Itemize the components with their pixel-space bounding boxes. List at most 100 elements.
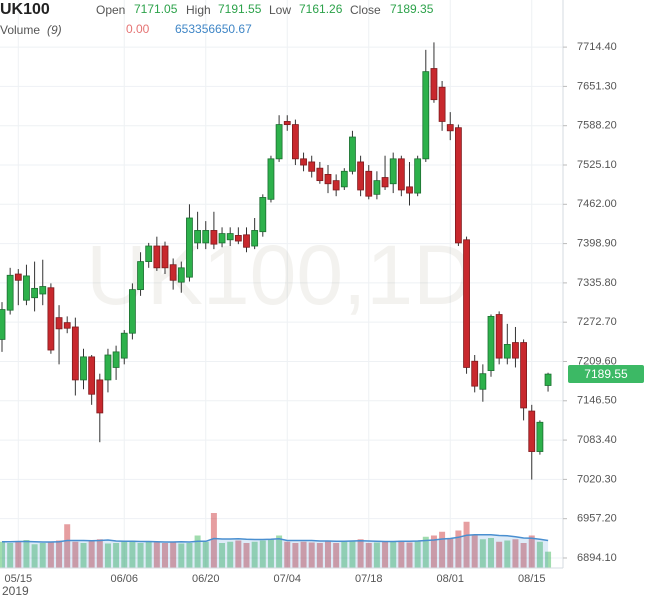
ohlc-value: 7189.35 (390, 2, 434, 16)
ohlc-value: 7171.05 (134, 2, 178, 16)
volume-bar (113, 543, 120, 568)
candle-body (80, 356, 87, 381)
volume-bar (545, 551, 552, 568)
candle-body (349, 136, 356, 172)
candle-body (137, 261, 144, 291)
candle-body (300, 158, 307, 166)
y-tick-label: 7335.80 (577, 277, 617, 289)
candle-body (259, 197, 267, 233)
volume-bar (471, 535, 478, 568)
candle-body (23, 275, 30, 301)
volume-bar (398, 540, 405, 568)
volume-bar (194, 535, 201, 568)
ohlc-value: 7191.55 (218, 2, 262, 16)
volume-bar (170, 541, 177, 568)
volume-bar (96, 539, 103, 568)
volume-value: 653356650.67 (175, 22, 252, 36)
volume-bar (23, 540, 30, 568)
candle-body (365, 170, 373, 197)
volume-bar (80, 543, 87, 568)
candle-body (544, 373, 552, 386)
candle-body (202, 230, 210, 244)
volume-bar (7, 543, 14, 568)
candle-body (503, 344, 511, 359)
volume-bar (162, 543, 168, 568)
volume-bar (463, 521, 470, 568)
volume-bar (382, 541, 389, 568)
candle-body (63, 322, 71, 329)
volume-bar (430, 535, 437, 568)
candle-body (340, 170, 348, 188)
x-tick-label: 08/01 (436, 573, 464, 585)
y-tick-label: 7651.30 (577, 80, 617, 92)
volume-bar (284, 541, 291, 568)
volume-bar (202, 541, 209, 568)
candle-body (381, 177, 389, 188)
x-tick-label: 08/15 (518, 573, 546, 585)
candle-body (308, 161, 316, 172)
volume-bar (512, 539, 519, 568)
volume-bar (365, 543, 372, 568)
volume-label: Volume (0, 23, 40, 37)
volume-bar (341, 541, 348, 568)
volume-bar (153, 542, 160, 568)
volume-bar (447, 538, 454, 568)
volume-bar (300, 541, 307, 568)
volume-bar (422, 536, 429, 568)
candle-body (512, 342, 519, 359)
candle-body (406, 186, 413, 194)
candle-body (39, 286, 47, 295)
candle-body (71, 326, 79, 381)
volume-bar (333, 543, 340, 568)
candle-body (243, 234, 250, 248)
volume-bar (227, 541, 234, 568)
candle-body (373, 180, 381, 195)
candle-body (283, 121, 291, 125)
candle-body (55, 317, 63, 330)
candle-body (210, 230, 218, 245)
y-tick-label: 7525.10 (577, 159, 617, 171)
ohlc-label: High (186, 3, 211, 17)
candle-body (177, 267, 185, 283)
watermark: UK100,1D (86, 228, 474, 322)
volume-bar (15, 541, 22, 568)
symbol: UK100 (0, 1, 50, 18)
candle-body (291, 124, 299, 160)
volume-bar (129, 540, 136, 568)
volume-bar (414, 541, 421, 568)
y-tick-label: 7588.20 (577, 120, 617, 132)
candle-body (169, 264, 177, 281)
candle-body (463, 239, 470, 368)
candle-body (316, 167, 324, 182)
candle-body (332, 180, 340, 191)
volume-bar (325, 541, 331, 568)
candle-body (389, 158, 397, 185)
y-tick-label: 7714.40 (577, 41, 617, 53)
candle-body (104, 354, 112, 381)
candle-body (479, 373, 487, 390)
candle-body (226, 233, 234, 241)
candle-body (186, 217, 193, 278)
candle-body (128, 289, 136, 334)
volume-bar (243, 543, 250, 568)
x-tick-label: 06/20 (192, 573, 220, 585)
candle-body (88, 356, 96, 395)
volume-bar (104, 543, 111, 568)
candle-body (446, 124, 454, 132)
candle-body (6, 274, 14, 311)
volume-bar (210, 513, 217, 568)
volume-bar (121, 541, 128, 568)
volume-bar (528, 535, 535, 568)
volume-bar (308, 542, 315, 568)
candle-body (120, 332, 128, 359)
volume-bar (72, 541, 79, 568)
volume-bar (349, 540, 356, 568)
candle-body (251, 230, 259, 247)
volume-ma-area (2, 534, 549, 568)
y-tick-label: 7398.90 (577, 237, 617, 249)
y-tick-label: 6894.10 (577, 552, 617, 564)
y-tick-label: 7020.30 (577, 473, 617, 485)
candle-body (153, 245, 161, 269)
volume-change: 0.00 (126, 22, 150, 36)
